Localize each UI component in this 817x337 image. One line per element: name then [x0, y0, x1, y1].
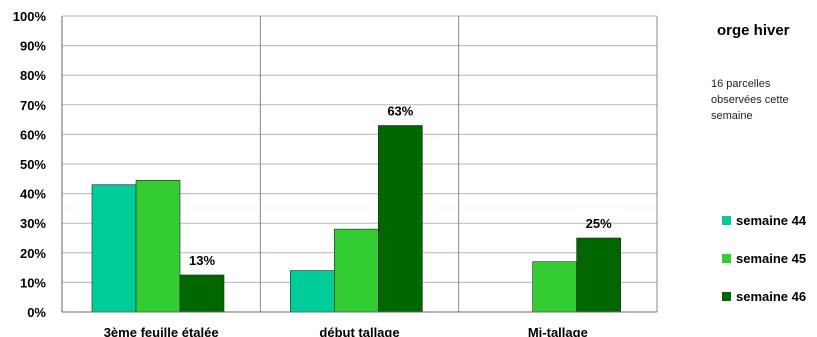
bar-semaine-46-0: [179, 274, 225, 313]
bar-chart: 0% 10% 20% 30% 40% 50% 60% 70% 80% 90% 100% 3ème f…: [13, 9, 658, 337]
chart-side-note: 16 parcelles observées cette semaine: [711, 78, 789, 122]
legend-label: semaine 45: [736, 250, 807, 266]
bar-semaine-46-1: [378, 125, 423, 313]
bar-semaine-45-2: [532, 261, 577, 313]
x-category-label: 3ème feuille étalée: [104, 325, 219, 337]
x-axis-categories: 3ème feuille étalée début tallage Mi-talla…: [104, 325, 588, 337]
y-tick-label: 10%: [20, 275, 46, 290]
legend-item: semaine 46: [722, 286, 806, 306]
y-tick-label: 100%: [13, 9, 47, 24]
y-tick-label: 50%: [20, 157, 46, 172]
y-tick-label: 90%: [20, 39, 46, 54]
legend-item: semaine 45: [722, 248, 806, 268]
bar-semaine-44-1: [290, 270, 335, 313]
legend-item: semaine 44: [722, 210, 806, 230]
legend-label: semaine 44: [736, 212, 807, 228]
x-category-label: Mi-tallage: [528, 325, 588, 337]
axes: [61, 16, 658, 313]
data-label: 25%: [586, 216, 612, 231]
legend-swatch: [722, 291, 731, 301]
y-tick-label: 80%: [20, 68, 46, 83]
data-label: 13%: [189, 253, 215, 268]
y-axis-ticks: 0% 10% 20% 30% 40% 50% 60% 70% 80% 90% 100%: [13, 9, 47, 320]
x-category-label: début tallage: [319, 325, 399, 337]
legend-label: semaine 46: [736, 288, 807, 304]
data-label: 63%: [387, 104, 413, 119]
y-tick-label: 40%: [20, 187, 46, 202]
y-tick-label: 30%: [20, 216, 46, 231]
bar-semaine-45-0: [135, 179, 181, 313]
y-tick-label: 60%: [20, 127, 46, 142]
data-labels: 13% 63% 25%: [189, 104, 612, 268]
y-tick-label: 20%: [20, 246, 46, 261]
y-tick-label: 0%: [27, 305, 46, 320]
bar-semaine-45-1: [334, 228, 379, 313]
y-tick-label: 70%: [20, 98, 46, 113]
legend-swatch: [722, 253, 731, 263]
bar-semaine-46-2: [576, 237, 621, 313]
chart-side-title: orge hiver: [717, 22, 790, 39]
legend-swatch: [722, 215, 731, 225]
bars: [91, 125, 621, 313]
legend: semaine 44 semaine 45 semaine 46: [722, 210, 806, 324]
bar-semaine-44-0: [91, 184, 137, 313]
